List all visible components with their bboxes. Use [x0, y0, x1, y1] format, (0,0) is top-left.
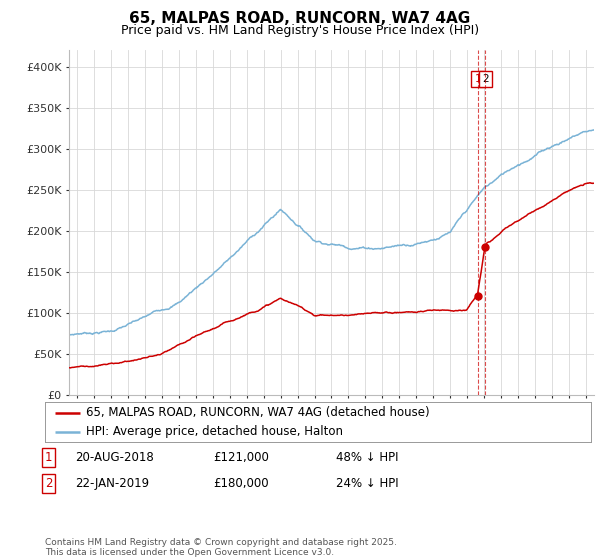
Text: Contains HM Land Registry data © Crown copyright and database right 2025.
This d: Contains HM Land Registry data © Crown c… [45, 538, 397, 557]
Text: 24% ↓ HPI: 24% ↓ HPI [336, 477, 398, 490]
Text: 20-AUG-2018: 20-AUG-2018 [75, 451, 154, 464]
Text: 22-JAN-2019: 22-JAN-2019 [75, 477, 149, 490]
Text: HPI: Average price, detached house, Halton: HPI: Average price, detached house, Halt… [86, 425, 343, 438]
Text: 1: 1 [45, 451, 53, 464]
Text: 2: 2 [482, 74, 488, 84]
Text: 2: 2 [45, 477, 53, 490]
Text: £180,000: £180,000 [213, 477, 269, 490]
Text: 1: 1 [475, 74, 481, 84]
Text: £121,000: £121,000 [213, 451, 269, 464]
Text: 65, MALPAS ROAD, RUNCORN, WA7 4AG (detached house): 65, MALPAS ROAD, RUNCORN, WA7 4AG (detac… [86, 407, 430, 419]
Text: Price paid vs. HM Land Registry's House Price Index (HPI): Price paid vs. HM Land Registry's House … [121, 24, 479, 36]
Text: 65, MALPAS ROAD, RUNCORN, WA7 4AG: 65, MALPAS ROAD, RUNCORN, WA7 4AG [130, 11, 470, 26]
Text: 48% ↓ HPI: 48% ↓ HPI [336, 451, 398, 464]
